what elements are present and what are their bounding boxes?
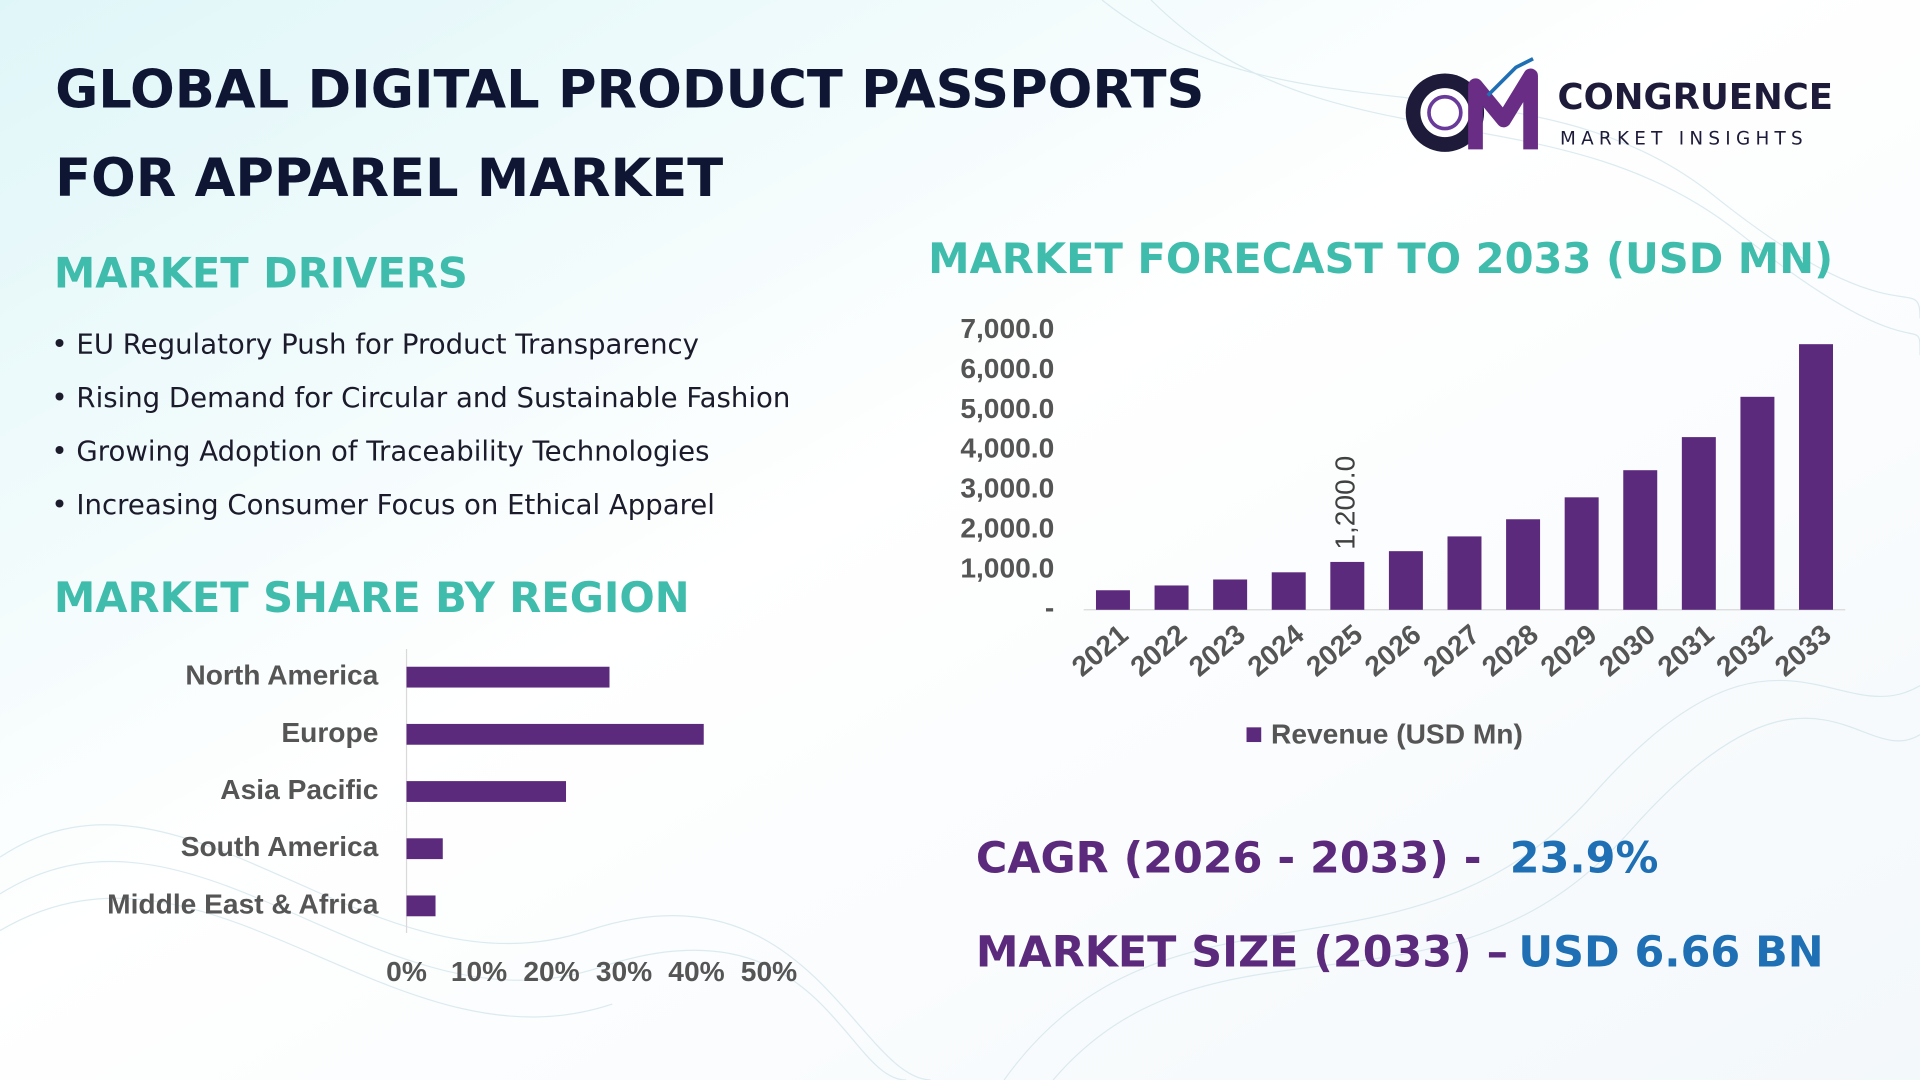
x-tick-label: 10% [451, 956, 507, 987]
bar [1681, 437, 1716, 610]
x-tick-label: 30% [596, 956, 652, 987]
section-heading: MARKET SHARE BY REGION [54, 573, 690, 622]
bar [406, 666, 610, 688]
bar [1740, 396, 1775, 610]
driver-item: • Increasing Consumer Focus on Ethical A… [51, 489, 714, 521]
y-tick-label: 1,000.0 [960, 552, 1054, 583]
legend-swatch [1246, 727, 1262, 743]
bar [406, 895, 436, 917]
bar [1271, 572, 1306, 610]
bar [1330, 561, 1365, 610]
x-tick-label: 20% [523, 956, 579, 987]
bar [1506, 519, 1541, 610]
bar [1095, 590, 1130, 610]
logo: CONGRUENCE MARKET INSIGHTS [1405, 57, 1834, 152]
driver-item: • Growing Adoption of Traceability Techn… [51, 435, 709, 467]
y-tick-label: Europe [281, 717, 378, 748]
x-tick-label: 0% [386, 956, 427, 987]
logo-name: CONGRUENCE [1558, 77, 1834, 118]
title-line: GLOBAL DIGITAL PRODUCT PASSPORTS [55, 60, 1204, 121]
logo-globe [1427, 94, 1463, 131]
legend-label: Revenue (USD Mn) [1271, 718, 1523, 749]
bar [1388, 551, 1423, 610]
logo-tagline: MARKET INSIGHTS [1560, 129, 1808, 150]
y-tick-label: South America [181, 831, 379, 862]
bar [1213, 579, 1248, 610]
bar [406, 781, 567, 802]
y-tick-label: 3,000.0 [960, 473, 1054, 504]
x-tick-label: 40% [668, 956, 724, 987]
region-chart: 0% 10% 20% 30% 40% 50% North America Europe Asia… [107, 648, 797, 987]
driver-item: • Rising Demand for Circular and Sustain… [51, 382, 790, 414]
stats: CAGR (2026 - 2033) - 23.9%MARKET SIZE (20… [976, 833, 1824, 977]
bar [1564, 497, 1599, 610]
x-tick-label: 50% [741, 956, 797, 987]
bar [1623, 470, 1658, 610]
y-tick-label: North America [185, 660, 378, 691]
y-tick-label: 5,000.0 [960, 393, 1054, 424]
logo-arrow [1486, 57, 1534, 97]
bar [1447, 536, 1482, 610]
forecast-chart: - 1,000.0 2,000.0 3,000.0 4,000.0 5,000.0 6,00… [960, 313, 1846, 749]
y-tick-label: - [1045, 592, 1054, 623]
y-tick-label: 7,000.0 [960, 313, 1054, 344]
title-line: FOR APPAREL MARKET [55, 148, 723, 209]
stat-value: 23.9% [1510, 833, 1659, 883]
logo-m [1468, 68, 1538, 150]
driver-item: • EU Regulatory Push for Product Transpa… [51, 328, 699, 360]
y-tick-label: Asia Pacific [220, 774, 378, 805]
y-tick-label: 2,000.0 [960, 512, 1054, 543]
bar [1154, 585, 1189, 610]
bar [406, 838, 443, 860]
section-heading: MARKET DRIVERS [54, 249, 468, 298]
bar [406, 723, 704, 745]
y-tick-label: 6,000.0 [960, 353, 1054, 384]
bar [1799, 344, 1834, 610]
section-heading: MARKET FORECAST TO 2033 (USD MN) [928, 234, 1833, 283]
y-tick-label: Middle East & Africa [107, 888, 379, 919]
value-label: 1,200.0 [1330, 456, 1361, 550]
stat-label: CAGR (2026 - 2033) - [976, 833, 1482, 883]
y-tick-label: 4,000.0 [960, 433, 1054, 464]
stat-label: MARKET SIZE (2033) – [976, 928, 1508, 978]
stat-value: USD 6.66 BN [1518, 928, 1823, 978]
driver-list: • EU Regulatory Push for Product Transpa… [51, 328, 790, 521]
